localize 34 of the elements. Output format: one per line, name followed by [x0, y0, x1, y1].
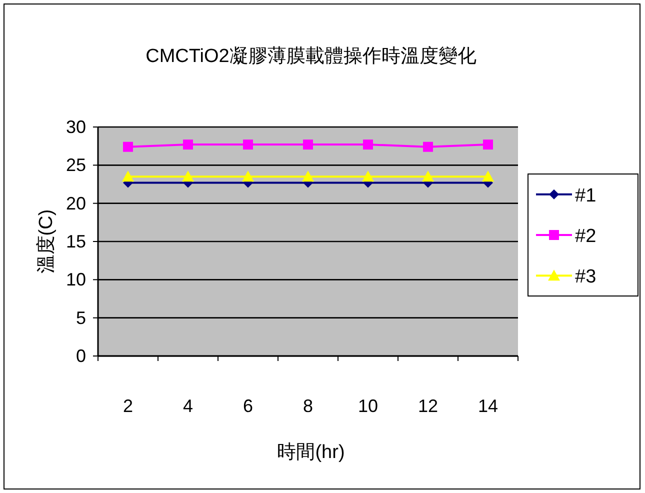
legend-label: #2	[575, 226, 596, 247]
point	[482, 170, 494, 182]
x-tick-label: 8	[302, 396, 314, 416]
x-tick-label: 2	[122, 396, 134, 416]
point	[123, 142, 133, 152]
x-tick-label: 6	[242, 396, 254, 416]
x-tick-label: 12	[418, 396, 438, 416]
point	[483, 140, 493, 150]
y-tick-label: 10	[66, 270, 86, 290]
point	[423, 142, 433, 152]
point	[362, 170, 374, 182]
point	[243, 140, 253, 150]
x-tick-label: 10	[358, 396, 378, 416]
y-tick-label: 30	[66, 117, 86, 137]
y-tick-label: 15	[66, 232, 86, 252]
point	[122, 170, 134, 182]
legend-label: #3	[575, 266, 596, 288]
x-tick-label: 14	[478, 396, 498, 416]
x-tick-label: 4	[182, 396, 194, 416]
y-tick-label: 20	[66, 193, 86, 214]
y-tick-label: 0	[76, 346, 86, 366]
y-axis-title: 溫度(C)	[35, 209, 57, 274]
point	[182, 170, 194, 182]
legend-label: #1	[575, 185, 596, 206]
y-tick-label: 5	[76, 308, 86, 328]
point	[183, 140, 193, 150]
chart-title: CMCTiO2凝膠薄膜載體操作時溫度變化	[146, 45, 476, 67]
y-tick-label: 25	[66, 155, 86, 176]
point	[422, 170, 434, 182]
x-axis-title: 時間(hr)	[277, 442, 345, 463]
point	[303, 140, 313, 150]
point	[302, 170, 314, 182]
point	[242, 170, 254, 182]
point	[363, 140, 373, 150]
